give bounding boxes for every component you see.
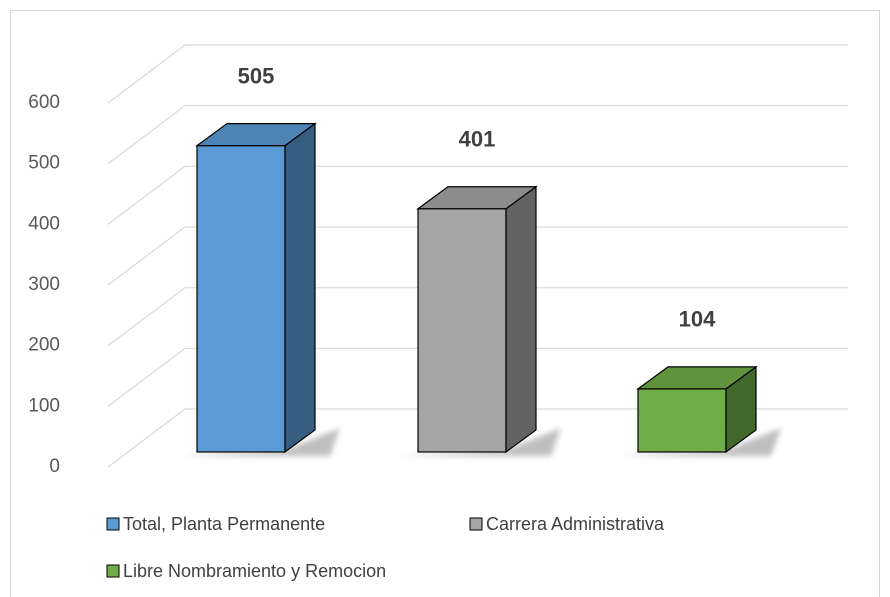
bar-front	[637, 388, 727, 453]
y-tick-label: 300	[28, 274, 60, 295]
value-label: 104	[679, 307, 716, 332]
legend-label: Libre Nombramiento y Remocion	[123, 561, 386, 581]
grid-line	[107, 105, 848, 165]
grid-line	[107, 165, 848, 225]
legend-label: Total, Planta Permanente	[123, 514, 325, 534]
y-tick-label: 0	[49, 456, 60, 477]
bar-shadow	[618, 428, 781, 456]
legend-swatch	[469, 517, 483, 531]
grid-line	[107, 408, 848, 468]
bar-top	[636, 366, 758, 390]
bar-top	[195, 123, 317, 147]
y-tick-label: 600	[28, 92, 60, 113]
grid-line	[107, 44, 848, 104]
bar-shadow	[398, 428, 561, 456]
bar-side	[505, 185, 537, 454]
y-tick-label: 400	[28, 213, 60, 234]
grid-line	[107, 287, 848, 347]
bar-side	[284, 122, 316, 454]
bar-front	[196, 145, 286, 453]
bar	[195, 122, 317, 454]
y-tick-label: 100	[28, 395, 60, 416]
bar	[636, 365, 758, 454]
bar-top	[416, 186, 538, 210]
grid-line	[107, 226, 848, 286]
bar	[416, 185, 538, 454]
value-label: 505	[238, 63, 275, 88]
bar-shadow	[177, 428, 340, 456]
legend-label: Carrera Administrativa	[486, 514, 665, 534]
legend-swatch	[106, 517, 120, 531]
legend-swatch	[106, 564, 120, 578]
y-tick-label: 500	[28, 153, 60, 174]
y-tick-label: 200	[28, 335, 60, 356]
value-label: 401	[459, 127, 496, 152]
bar-front	[417, 208, 507, 453]
grid-line	[107, 347, 848, 407]
